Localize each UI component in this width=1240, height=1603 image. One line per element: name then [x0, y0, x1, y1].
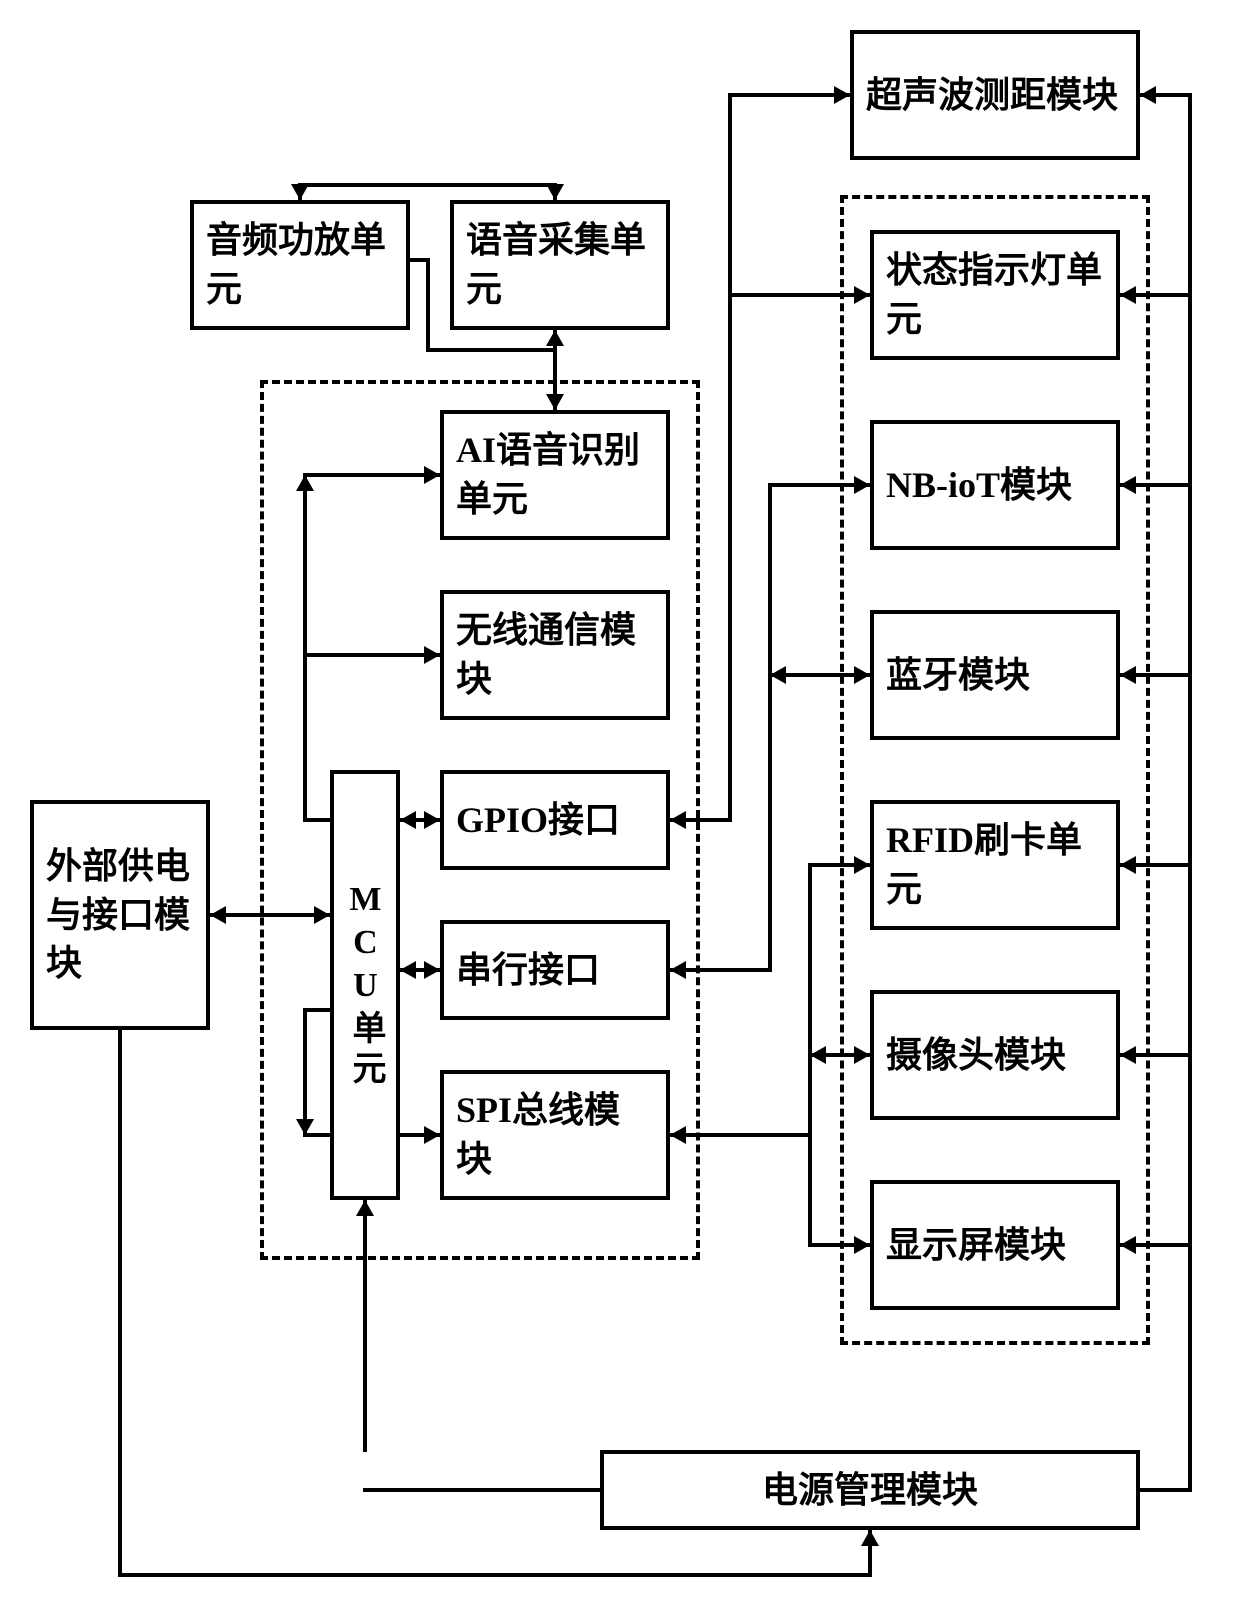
- diagram-canvas: 超声波测距模块音频功放单元语音采集单元 状态指示灯单元 AI语音识别单元 NB-ioT…: [0, 0, 1240, 1603]
- block-camera: 摄像头模块: [870, 990, 1120, 1120]
- block-ultrasonic: 超声波测距模块: [850, 30, 1140, 160]
- block-voice_cap: 语音采集单元: [450, 200, 670, 330]
- block-wireless: 无线通信模块: [440, 590, 670, 720]
- block-spi: SPI总线模块: [440, 1070, 670, 1200]
- block-status_led: 状态指示灯单元: [870, 230, 1120, 360]
- block-bluetooth: 蓝牙模块: [870, 610, 1120, 740]
- block-display: 显示屏模块: [870, 1180, 1120, 1310]
- block-audio_amp: 音频功放单元: [190, 200, 410, 330]
- block-ext_power: 外部供电与接口模块: [30, 800, 210, 1030]
- block-rfid: RFID刷卡单元: [870, 800, 1120, 930]
- block-serial: 串行接口: [440, 920, 670, 1020]
- group-right_group: [840, 195, 1150, 1345]
- block-mcu: MCU单元: [330, 770, 400, 1200]
- block-gpio: GPIO接口: [440, 770, 670, 870]
- block-power_mgmt: 电源管理模块: [600, 1450, 1140, 1530]
- block-ai_voice: AI语音识别单元: [440, 410, 670, 540]
- block-nb_iot: NB-ioT模块: [870, 420, 1120, 550]
